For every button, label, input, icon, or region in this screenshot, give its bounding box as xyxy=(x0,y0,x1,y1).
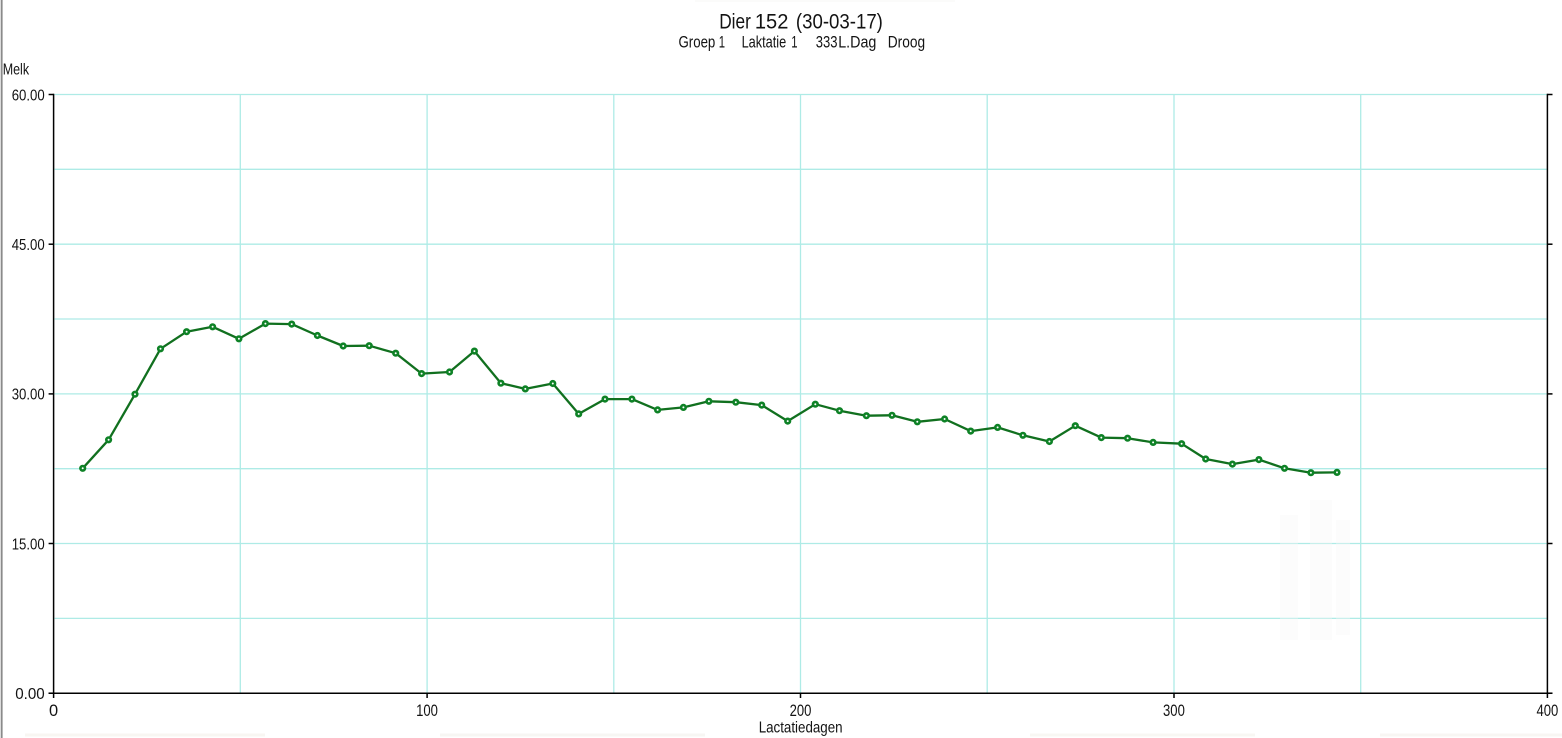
svg-text:300: 300 xyxy=(1163,702,1185,720)
svg-text:15.00: 15.00 xyxy=(12,535,45,553)
svg-text:L.Dag: L.Dag xyxy=(838,34,876,52)
svg-text:1: 1 xyxy=(791,34,797,52)
svg-text:152: 152 xyxy=(755,11,789,34)
svg-text:Droog: Droog xyxy=(888,34,925,52)
svg-text:0: 0 xyxy=(49,702,58,720)
svg-text:Lactatiedagen: Lactatiedagen xyxy=(759,720,843,737)
svg-text:200: 200 xyxy=(790,702,812,720)
svg-text:Dier: Dier xyxy=(719,11,751,34)
svg-text:333: 333 xyxy=(816,34,838,52)
svg-text:Laktatie: Laktatie xyxy=(742,34,787,52)
svg-text:(30-03-17): (30-03-17) xyxy=(796,11,883,34)
svg-text:30.00: 30.00 xyxy=(12,386,45,404)
svg-text:100: 100 xyxy=(416,702,438,720)
svg-text:45.00: 45.00 xyxy=(12,236,45,254)
svg-text:1: 1 xyxy=(719,34,725,52)
svg-text:Groep: Groep xyxy=(679,34,716,52)
svg-text:0.00: 0.00 xyxy=(15,685,45,703)
svg-text:60.00: 60.00 xyxy=(12,86,45,104)
svg-text:Melk: Melk xyxy=(3,61,30,78)
svg-text:400: 400 xyxy=(1537,702,1559,720)
